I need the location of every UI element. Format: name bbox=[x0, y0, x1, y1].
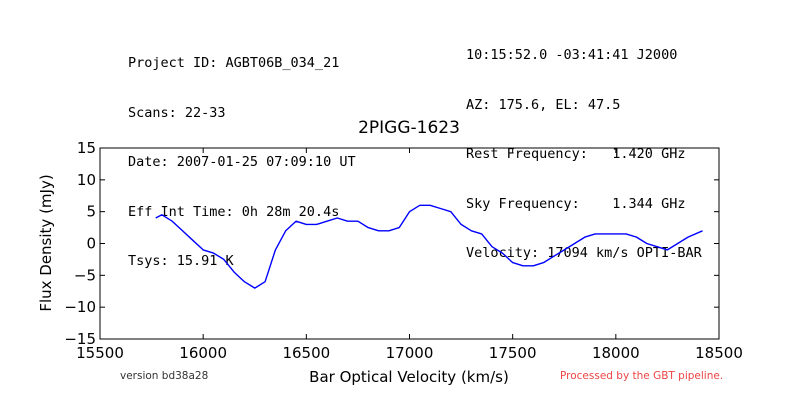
x-tick-label: 16000 bbox=[179, 344, 227, 362]
spectrum-line-0 bbox=[155, 204, 703, 289]
chart-title: 2PIGG-1623 bbox=[358, 118, 460, 138]
rest-frequency: Rest Frequency: 1.420 GHz bbox=[466, 146, 686, 162]
x-tick-label: 15500 bbox=[76, 344, 124, 362]
project-id: Project ID: AGBT06B_034_21 bbox=[128, 55, 340, 71]
az-el: AZ: 175.6, EL: 47.5 bbox=[466, 96, 621, 113]
y-tick-label: −10 bbox=[64, 298, 96, 316]
y-axis-label: Flux Density (mJy) bbox=[37, 174, 55, 311]
y-tick-label: −15 bbox=[64, 330, 96, 348]
x-tick-label: 17500 bbox=[489, 344, 537, 362]
observation-info-right: 10:15:52.0 -03:41:41 J2000 AZ: 175.6, EL… bbox=[466, 14, 702, 278]
x-axis-label: Bar Optical Velocity (km/s) bbox=[309, 368, 509, 386]
sky-frequency: Sky Frequency: 1.344 GHz bbox=[466, 195, 686, 212]
x-tick-label: 16500 bbox=[282, 344, 330, 362]
y-tick-label: 10 bbox=[77, 171, 96, 189]
observation-info-left: Project ID: AGBT06B_034_21 Scans: 22-33 … bbox=[128, 22, 356, 286]
scans: Scans: 22-33 bbox=[128, 104, 226, 121]
tsys: Tsys: 15.91 K bbox=[128, 253, 234, 269]
y-tick-label: 0 bbox=[86, 235, 96, 253]
version-note: version bd38a28 bbox=[120, 370, 209, 382]
plot-frame bbox=[99, 147, 720, 340]
y-tick-label: 5 bbox=[86, 203, 96, 221]
x-tick-label: 18000 bbox=[592, 344, 640, 362]
date: Date: 2007-01-25 07:09:10 UT bbox=[128, 154, 356, 170]
coordinates: 10:15:52.0 -03:41:41 J2000 bbox=[466, 47, 678, 63]
pipeline-note: Processed by the GBT pipeline. bbox=[560, 370, 724, 382]
eff-int-time: Eff Int Time: 0h 28m 20.4s bbox=[128, 203, 340, 220]
x-tick-label: 18500 bbox=[695, 344, 743, 362]
y-tick-label: −5 bbox=[74, 266, 96, 284]
y-tick-label: 15 bbox=[77, 139, 96, 157]
x-tick-label: 17000 bbox=[386, 344, 434, 362]
